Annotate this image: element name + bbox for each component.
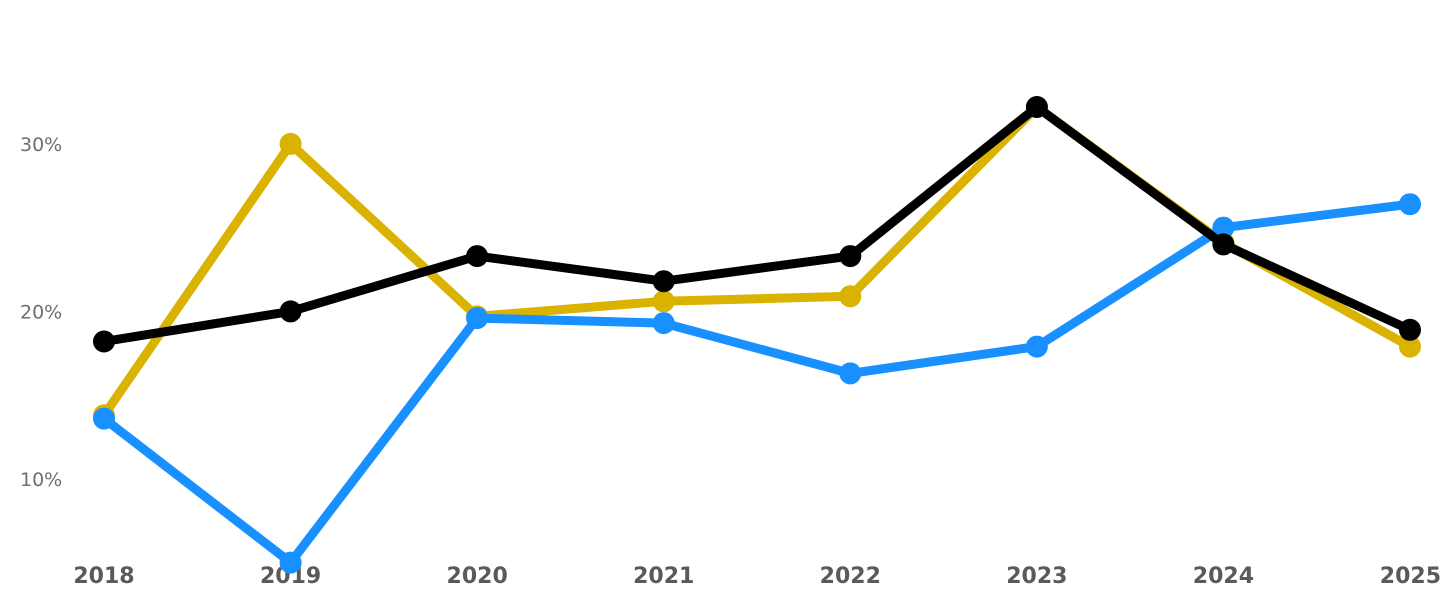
data-point[interactable] <box>652 290 675 313</box>
y-tick-label: 10% <box>20 469 62 491</box>
series-0 <box>93 96 1421 427</box>
data-point[interactable] <box>93 407 115 430</box>
data-point[interactable] <box>1212 233 1235 256</box>
data-point[interactable] <box>1399 193 1421 216</box>
data-point[interactable] <box>839 362 862 385</box>
data-point[interactable] <box>1212 216 1235 239</box>
series-line <box>99 199 1415 568</box>
y-tick-label: 30% <box>20 134 62 156</box>
x-axis: 2018 2019 2020 2021 2022 2023 2024 2025 <box>73 564 1441 589</box>
data-point[interactable] <box>839 245 862 268</box>
data-point[interactable] <box>279 300 302 323</box>
data-point[interactable] <box>1025 96 1048 118</box>
y-axis: 10% 20% 30% <box>20 134 62 491</box>
x-tick-label: 2018 <box>73 564 134 589</box>
y-tick-label: 20% <box>20 301 62 323</box>
data-point[interactable] <box>1025 335 1048 358</box>
x-tick-label: 2023 <box>1006 564 1067 589</box>
x-tick-label: 2022 <box>820 564 881 589</box>
data-point[interactable] <box>466 245 489 268</box>
x-tick-label: 2024 <box>1193 564 1254 589</box>
series-1 <box>93 193 1421 574</box>
series-2 <box>93 96 1421 353</box>
data-point[interactable] <box>652 270 675 293</box>
data-point[interactable] <box>93 330 115 353</box>
series-line <box>99 102 1415 346</box>
data-point[interactable] <box>652 312 675 335</box>
series-layer <box>93 96 1421 574</box>
data-point[interactable] <box>1399 318 1421 341</box>
x-tick-label: 2025 <box>1380 564 1441 589</box>
data-point[interactable] <box>1399 335 1421 358</box>
data-point[interactable] <box>279 551 302 574</box>
x-tick-label: 2021 <box>633 564 694 589</box>
data-point[interactable] <box>839 285 862 308</box>
data-point[interactable] <box>279 132 302 155</box>
x-tick-label: 2020 <box>447 564 508 589</box>
data-point[interactable] <box>466 307 489 330</box>
series-line <box>99 102 1415 420</box>
